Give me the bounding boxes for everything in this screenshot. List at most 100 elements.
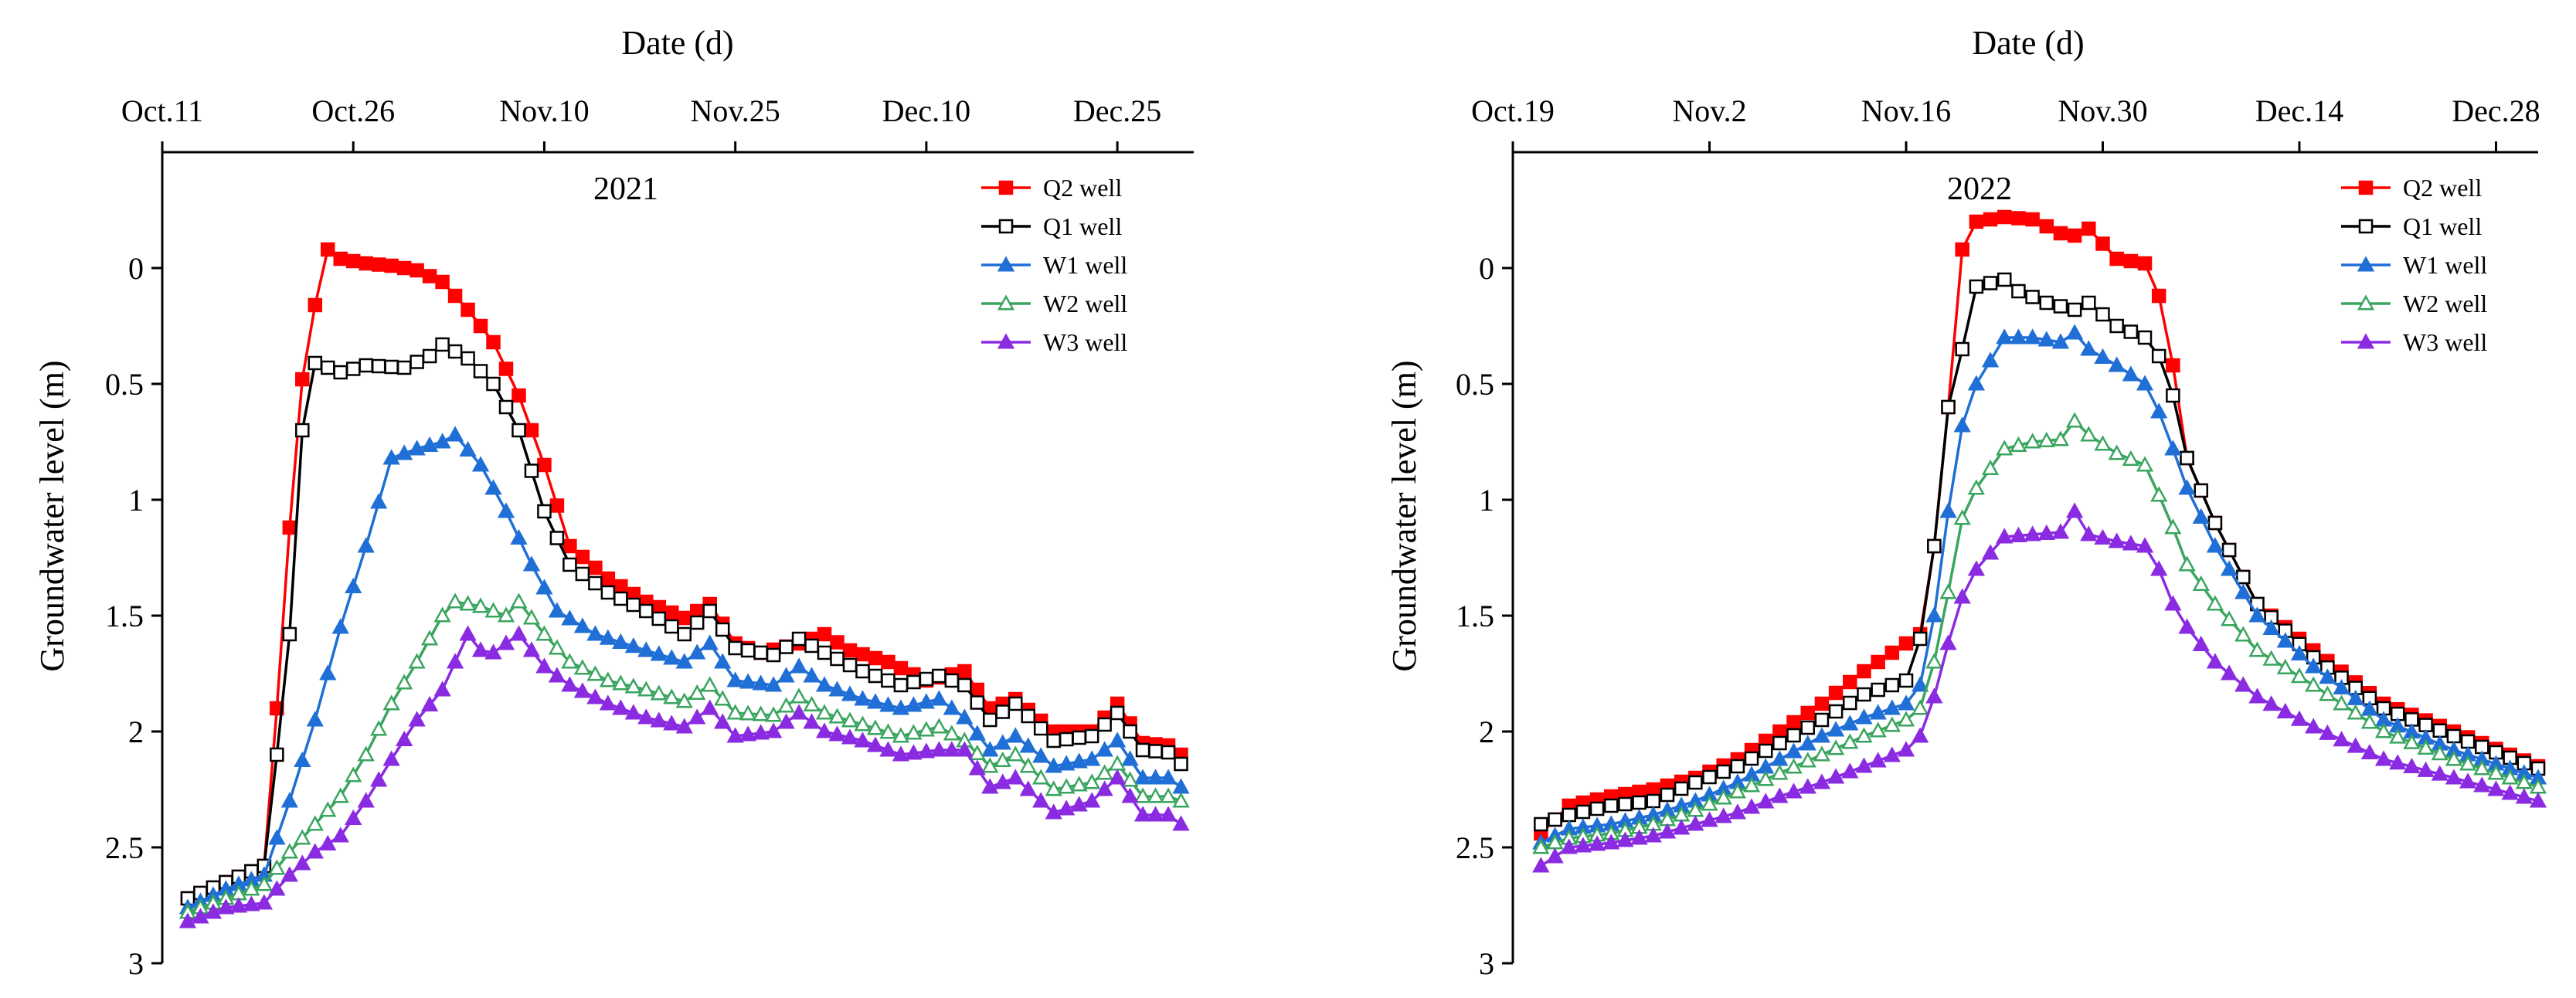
data-point [1632,795,1647,810]
data-point [1108,755,1127,771]
data-point [255,875,273,891]
x-axis-title: Date (d) [1972,24,2084,62]
data-point [1967,479,1986,495]
data-point [879,741,897,757]
data-point [2178,618,2196,634]
data-point [484,479,502,495]
data-point [2445,750,2463,766]
data-point [2082,221,2096,236]
series-line [187,600,1182,914]
data-point [637,708,655,725]
data-point [433,606,451,623]
data-point [624,677,642,694]
data-point [650,645,668,661]
data-point [548,667,566,683]
series-line [187,633,1182,923]
y-tick-label: 2 [1479,715,1494,749]
data-point [1019,737,1037,753]
data-point [321,242,335,257]
data-point [2010,328,2027,345]
data-point [1008,696,1023,711]
data-point [1616,831,1634,847]
data-point [229,897,248,913]
legend-swatch-marker [2358,219,2374,234]
data-point [192,908,209,924]
data-point [2164,440,2182,456]
data-point [881,673,895,688]
data-point [1646,782,1661,797]
data-point [2360,713,2378,729]
data-point [2333,731,2350,747]
data-point [2051,333,2070,349]
data-point [1883,699,1901,715]
data-point [828,725,846,742]
data-point [1997,209,2012,225]
data-point [370,771,388,787]
data-point [524,463,539,478]
data-point [1032,792,1050,808]
data-point [675,653,693,669]
data-point [1871,682,1885,698]
data-point [1772,735,1787,751]
data-point [460,302,475,317]
data-point [1548,812,1562,827]
data-point [471,641,490,657]
data-point [1813,745,1831,762]
data-point [1841,762,1859,779]
data-point [1912,631,1928,647]
data-point [2234,676,2252,692]
data-point [2137,256,2153,271]
data-point [549,531,565,545]
legend-item: W3 well [981,328,1127,356]
axes-frame [1511,151,2538,963]
data-point [562,538,577,554]
data-point [2151,348,2166,364]
data-point [803,695,821,711]
data-point [1814,696,1830,711]
y-axis-title: Groundwater level (m) [1385,360,1423,671]
data-point [2276,702,2294,718]
data-point [1967,375,1986,391]
data-point [2094,435,2112,451]
data-point [830,635,845,650]
legend-label: Q1 well [2403,212,2482,240]
data-point [2024,433,2041,449]
data-point [956,741,974,757]
data-point [1912,676,1929,692]
data-point [1045,803,1062,820]
data-point [1786,715,1801,730]
data-point [537,504,552,519]
data-point [2389,728,2407,744]
data-point [333,251,348,266]
data-point [1897,694,1915,711]
data-point [561,653,579,669]
data-point [396,444,413,460]
data-point [2150,486,2168,502]
data-point [588,575,603,591]
data-point [637,641,655,657]
data-point [1912,699,1929,715]
data-point [510,528,528,545]
data-point [510,625,528,641]
data-point [345,362,361,376]
data-point [2122,450,2139,466]
data-point [2094,528,2112,545]
data-point [1969,279,1984,294]
y-tick-label: 3 [128,946,144,981]
data-point [2166,388,2180,403]
data-point [1800,705,1815,721]
data-point [1702,769,1717,785]
legend: Q2 well Q1 well W1 well W2 well W3 well [981,174,1127,356]
data-point [2290,644,2309,660]
data-point [613,591,628,606]
data-point [714,713,732,729]
data-point [562,557,577,572]
data-point [255,894,273,910]
data-point [892,727,910,743]
legend-swatch-marker [997,294,1015,311]
legend-swatch-marker [998,219,1014,234]
data-point [1096,764,1113,780]
data-point [524,423,539,438]
y-tick-label: 2.5 [105,830,144,865]
legend-label: Q2 well [1043,174,1122,202]
